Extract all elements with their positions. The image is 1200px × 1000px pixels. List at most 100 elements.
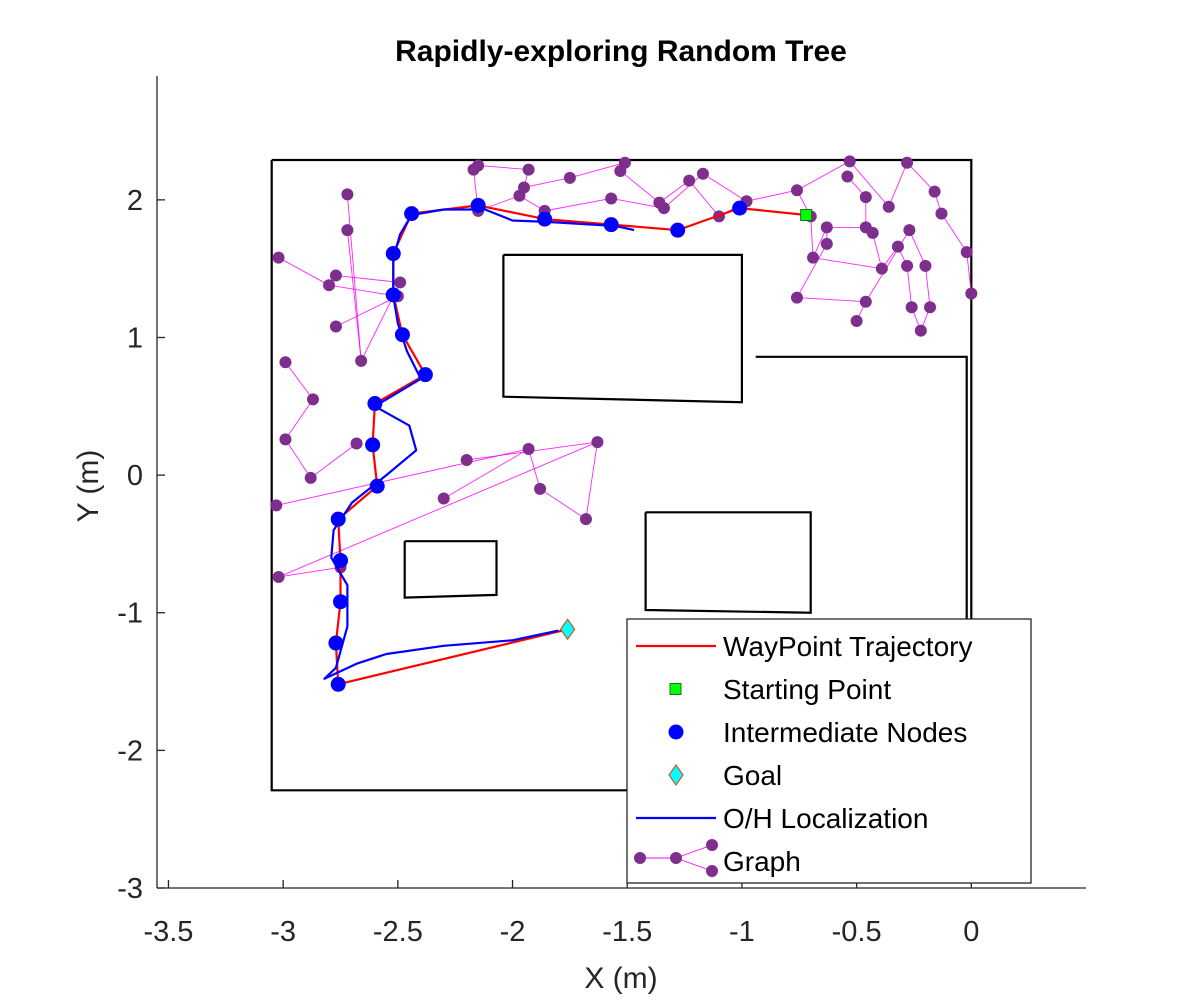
intermediate-node bbox=[330, 511, 346, 527]
legend-swatch bbox=[668, 724, 684, 740]
intermediate-node bbox=[732, 200, 748, 216]
x-tick-label: -3.5 bbox=[143, 916, 193, 948]
intermediate-node bbox=[394, 327, 410, 343]
graph-node bbox=[394, 276, 407, 289]
graph-edge bbox=[278, 257, 330, 286]
graph-edge bbox=[872, 232, 883, 269]
y-tick-label: 2 bbox=[127, 185, 143, 217]
graph-node bbox=[614, 164, 627, 177]
intermediate-node bbox=[670, 222, 686, 238]
nodes-layer bbox=[328, 197, 748, 692]
x-tick-label: -3 bbox=[270, 916, 296, 948]
graph-edge bbox=[746, 189, 798, 202]
intermediate-node bbox=[404, 206, 420, 222]
graph-node bbox=[891, 240, 904, 253]
graph-node bbox=[850, 314, 863, 327]
graph-node bbox=[790, 291, 803, 304]
graph-edge bbox=[523, 177, 570, 188]
graph-edge bbox=[285, 361, 314, 400]
intermediate-node bbox=[417, 367, 433, 383]
graph-edge bbox=[702, 173, 747, 202]
graph-node bbox=[866, 226, 879, 239]
legend-item-blue-line: O/H Localization bbox=[636, 803, 928, 834]
graph-node bbox=[657, 202, 670, 215]
graph-node bbox=[272, 251, 285, 264]
graph-node bbox=[591, 436, 604, 449]
graph-node bbox=[696, 167, 709, 180]
x-tick-label: -2 bbox=[500, 916, 526, 948]
x-ticks: -3.5 -3 -2.5 -2 -1.5 -1 -0.5 0 bbox=[143, 880, 979, 948]
legend-label: Starting Point bbox=[723, 674, 891, 705]
graph-edge bbox=[285, 399, 314, 440]
legend: WayPoint Trajectory Starting Point Interme… bbox=[626, 618, 1032, 884]
graph-edge bbox=[659, 180, 690, 203]
graph-node bbox=[341, 188, 354, 201]
graph-node bbox=[605, 192, 618, 205]
graph-edge bbox=[888, 162, 908, 207]
graph-edge bbox=[849, 161, 890, 208]
legend-label: Graph bbox=[723, 846, 801, 877]
legend-swatch bbox=[668, 763, 684, 787]
goal-marker bbox=[559, 618, 576, 641]
graph-node bbox=[341, 224, 354, 237]
graph-edge bbox=[285, 439, 312, 479]
graph-node bbox=[882, 200, 895, 213]
legend-swatch bbox=[669, 683, 682, 695]
intermediate-node bbox=[603, 217, 619, 233]
graph-edge bbox=[796, 297, 866, 303]
graph-edge bbox=[663, 173, 704, 209]
graph-edge bbox=[335, 275, 401, 283]
legend-label: WayPoint Trajectory bbox=[723, 631, 972, 662]
intermediate-node bbox=[470, 197, 486, 213]
graph-node bbox=[683, 174, 696, 187]
x-tick-label: -2.5 bbox=[373, 916, 423, 948]
intermediate-node bbox=[369, 478, 385, 494]
graph-edge bbox=[346, 230, 362, 361]
legend-items: WayPoint Trajectory Starting Point Interme… bbox=[634, 631, 972, 877]
graph-node bbox=[960, 246, 973, 259]
y-ticks: -3 -2 -1 0 1 2 bbox=[117, 185, 165, 905]
graph-edge bbox=[812, 257, 882, 270]
graph-edge bbox=[906, 162, 935, 192]
graph-edge bbox=[688, 180, 720, 217]
graph-node bbox=[272, 570, 285, 583]
graph-edge bbox=[478, 165, 529, 171]
legend-label: Intermediate Nodes bbox=[723, 717, 967, 748]
x-tick-label: -1 bbox=[729, 916, 755, 948]
graph-node bbox=[901, 156, 914, 169]
x-tick-label: 0 bbox=[963, 916, 979, 948]
obstacle-3 bbox=[644, 511, 812, 614]
graph-node bbox=[859, 295, 872, 308]
graph-node bbox=[534, 482, 547, 495]
starting-point-marker bbox=[800, 209, 813, 222]
legend-item-purple-graph: Graph bbox=[634, 839, 801, 877]
obstacle-2 bbox=[502, 253, 744, 404]
graph-node bbox=[579, 513, 592, 526]
graph-edge bbox=[278, 566, 341, 578]
graph-node bbox=[304, 471, 317, 484]
graph-edge bbox=[865, 229, 910, 302]
graph-node bbox=[905, 301, 918, 314]
legend-label: Goal bbox=[723, 760, 782, 791]
graph-edge bbox=[941, 213, 968, 253]
intermediate-node bbox=[328, 635, 344, 651]
legend-item-green-square: Starting Point bbox=[669, 674, 891, 705]
graph-node bbox=[279, 433, 292, 446]
y-axis-label: Y (m) bbox=[72, 450, 105, 523]
graph-node bbox=[437, 492, 450, 505]
graph-node bbox=[329, 269, 342, 282]
plot-area bbox=[270, 155, 978, 792]
graph-node bbox=[935, 207, 948, 220]
x-tick-label: -0.5 bbox=[832, 916, 882, 948]
y-tick-label: 1 bbox=[127, 322, 143, 354]
graph-node bbox=[928, 185, 941, 198]
legend-box bbox=[626, 618, 1032, 884]
graph-node bbox=[807, 251, 820, 264]
graph-node bbox=[859, 191, 872, 204]
localization-layer bbox=[323, 208, 635, 680]
graph-node bbox=[355, 354, 368, 367]
x-axis-label: X (m) bbox=[584, 962, 657, 995]
intermediate-node bbox=[537, 211, 553, 227]
graph-node bbox=[914, 324, 927, 337]
